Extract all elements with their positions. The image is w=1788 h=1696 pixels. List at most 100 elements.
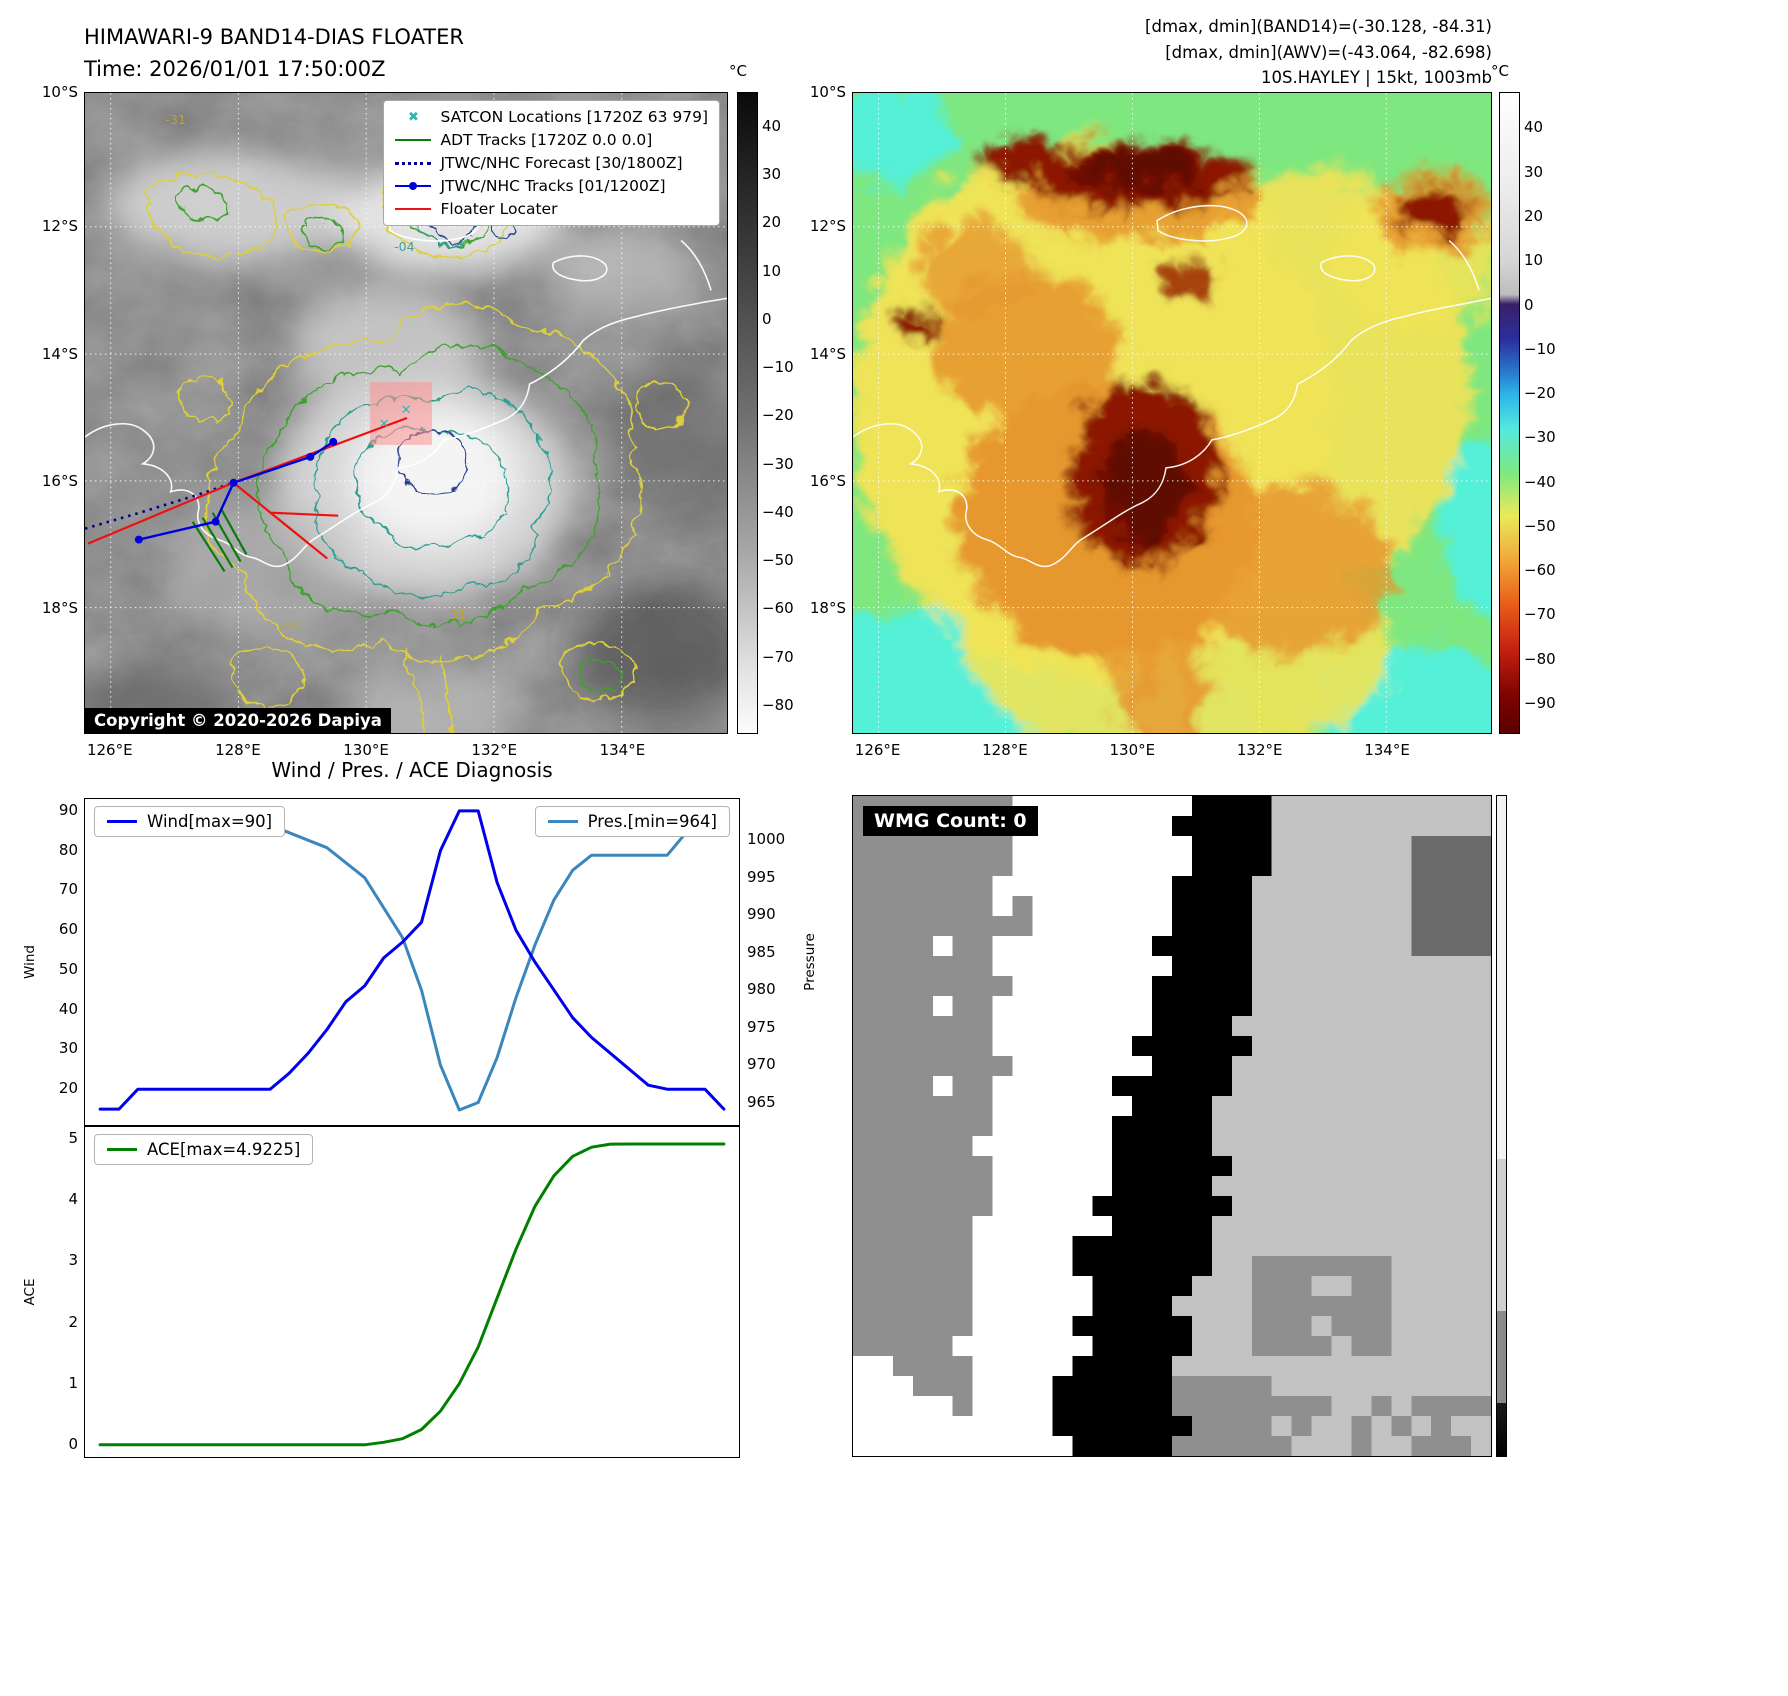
wmg-side-strip: [1496, 795, 1507, 1457]
band14-legend: ✖ SATCON Locations [1720Z 63 979] ADT Trac…: [383, 100, 720, 226]
colorbar-tick-label: −70: [1524, 605, 1556, 624]
ace-axis-tick: 3: [68, 1251, 78, 1270]
legend-label: Floater Locater: [440, 200, 558, 218]
colorbar-tick-label: −40: [1524, 472, 1556, 491]
temperature-contours: [143, 170, 685, 733]
colorbar-tick-label: −30: [762, 454, 794, 473]
wind-axis-tick: 90: [58, 800, 78, 819]
colorbar-tick-label: 0: [1524, 295, 1534, 314]
colorbar-tick-label: −80: [1524, 649, 1556, 668]
legend-label: SATCON Locations [1720Z 63 979]: [440, 108, 708, 126]
pressure-axis-tick: 990: [747, 905, 776, 924]
lat-tick-label: 10°S: [41, 83, 78, 101]
forecast-dotted-icon: [395, 155, 432, 171]
lon-tick-label: 134°E: [1364, 741, 1410, 759]
colorbar-tick-label: −20: [762, 406, 794, 425]
band14-title-block: HIMAWARI-9 BAND14-DIAS FLOATER Time: 202…: [84, 22, 464, 85]
ace-plot: [98, 1142, 726, 1447]
contour-value-label: -31: [281, 618, 302, 634]
legend-item: JTWC/NHC Forecast [30/1800Z]: [395, 154, 708, 172]
colorbar-tick-label: −40: [762, 502, 794, 521]
awv-enhanced-map: [852, 92, 1492, 734]
pressure-legend-label: Pres.[min=964]: [587, 812, 717, 831]
wmg-count-label: WMG Count: 0: [863, 806, 1038, 836]
awv-enhanced-image: [853, 93, 1491, 733]
chart-line: [98, 1142, 726, 1447]
ace-axis-tick: 5: [68, 1129, 78, 1148]
lat-tick-label: 18°S: [809, 599, 846, 618]
lat-tick-label: 16°S: [41, 472, 78, 491]
legend-label: JTWC/NHC Tracks [01/1200Z]: [440, 177, 666, 195]
ace-legend-label: ACE[max=4.9225]: [147, 1140, 301, 1159]
awv-colorbar: [1499, 92, 1520, 734]
lon-tick-label: 132°E: [1236, 741, 1283, 759]
wind-axis-tick: 80: [58, 840, 78, 859]
legend-label: ADT Tracks [1720Z 0.0 0.0]: [440, 131, 653, 149]
colorbar-tick-label: −60: [1524, 561, 1556, 580]
lon-tick-label: 128°E: [215, 741, 261, 759]
pressure-legend: Pres.[min=964]: [534, 806, 730, 837]
copyright-label: Copyright © 2020-2026 Dapiya: [85, 708, 391, 733]
contour-value-label: -31: [445, 606, 467, 622]
pressure-axis-title: Pressure: [802, 933, 818, 991]
band14-colorbar: [737, 92, 758, 734]
wind-pressure-chart: Wind[max=90] Pres.[min=964]: [84, 798, 740, 1126]
chart-line: [98, 809, 726, 1111]
colorbar-tick-label: −50: [762, 551, 794, 570]
ace-axis-tick: 1: [68, 1373, 78, 1392]
wind-axis-tick: 60: [58, 920, 78, 939]
pressure-axis-tick: 970: [747, 1055, 776, 1074]
colorbar-tick-label: −50: [1524, 516, 1556, 535]
lon-tick-label: 126°E: [854, 741, 901, 759]
band14-colorbar-unit: °C: [729, 62, 747, 80]
wind-axis-tick: 50: [58, 959, 78, 978]
ace-line-icon: [107, 1148, 137, 1151]
diagnosis-title: Wind / Pres. / ACE Diagnosis: [271, 758, 553, 782]
colorbar-tick-label: 30: [1524, 162, 1544, 181]
lat-tick-label: 12°S: [41, 217, 78, 236]
lon-tick-label: 130°E: [343, 741, 389, 759]
colorbar-tick-label: 30: [762, 165, 782, 184]
wind-pressure-plot: [98, 809, 726, 1112]
floater-target-box: [370, 382, 432, 445]
lon-tick-label: 126°E: [86, 741, 133, 759]
pressure-axis-tick: 995: [747, 867, 776, 886]
ace-legend: ACE[max=4.9225]: [94, 1134, 314, 1165]
ace-axis-tick: 0: [68, 1434, 78, 1453]
chart-line: [98, 816, 726, 1112]
satcon-x-icon: ✖: [408, 109, 419, 125]
dmax-dmin-awv: [dmax, dmin](AWV)=(-43.064, -82.698): [1165, 42, 1492, 62]
coastline: [853, 204, 1491, 568]
legend-item: JTWC/NHC Tracks [01/1200Z]: [395, 177, 708, 195]
pressure-axis-tick: 965: [747, 1092, 776, 1111]
adt-line-icon: [395, 132, 432, 148]
colorbar-tick-label: −90: [1524, 694, 1556, 712]
lon-tick-label: 134°E: [599, 741, 646, 759]
lat-tick-label: 14°S: [41, 344, 78, 363]
colorbar-tick-label: 40: [762, 116, 782, 135]
satcon-markers: ✕✕: [379, 403, 412, 432]
pressure-axis-tick: 975: [747, 1017, 776, 1036]
band14-time: Time: 2026/01/01 17:50:00Z: [84, 56, 386, 81]
lat-tick-label: 14°S: [809, 344, 846, 363]
lon-tick-label: 132°E: [471, 741, 518, 759]
wind-axis-tick: 30: [58, 1039, 78, 1058]
colorbar-tick-label: 0: [762, 309, 772, 328]
awv-header-block: [dmax, dmin](BAND14)=(-30.128, -84.31) […: [1145, 14, 1492, 91]
legend-item: ✖ SATCON Locations [1720Z 63 979]: [395, 108, 708, 126]
ace-axis-tick: 4: [68, 1190, 78, 1209]
lat-tick-label: 10°S: [809, 83, 846, 101]
contour-value-label: -31: [165, 112, 186, 128]
pressure-axis-tick: 985: [747, 942, 776, 961]
pressure-axis-tick: 980: [747, 980, 776, 999]
wind-legend: Wind[max=90]: [94, 806, 286, 837]
wind-axis-tick: 40: [58, 999, 78, 1018]
wind-legend-label: Wind[max=90]: [147, 812, 273, 831]
lat-tick-label: 18°S: [41, 599, 78, 618]
wind-axis-title: Wind: [22, 945, 38, 979]
dmax-dmin-band14: [dmax, dmin](BAND14)=(-30.128, -84.31): [1145, 17, 1492, 36]
track-line-dot-icon: [395, 178, 432, 194]
colorbar-tick-label: 10: [762, 261, 782, 280]
ace-axis-tick: 2: [68, 1312, 78, 1331]
grid-lines: [853, 93, 1491, 733]
